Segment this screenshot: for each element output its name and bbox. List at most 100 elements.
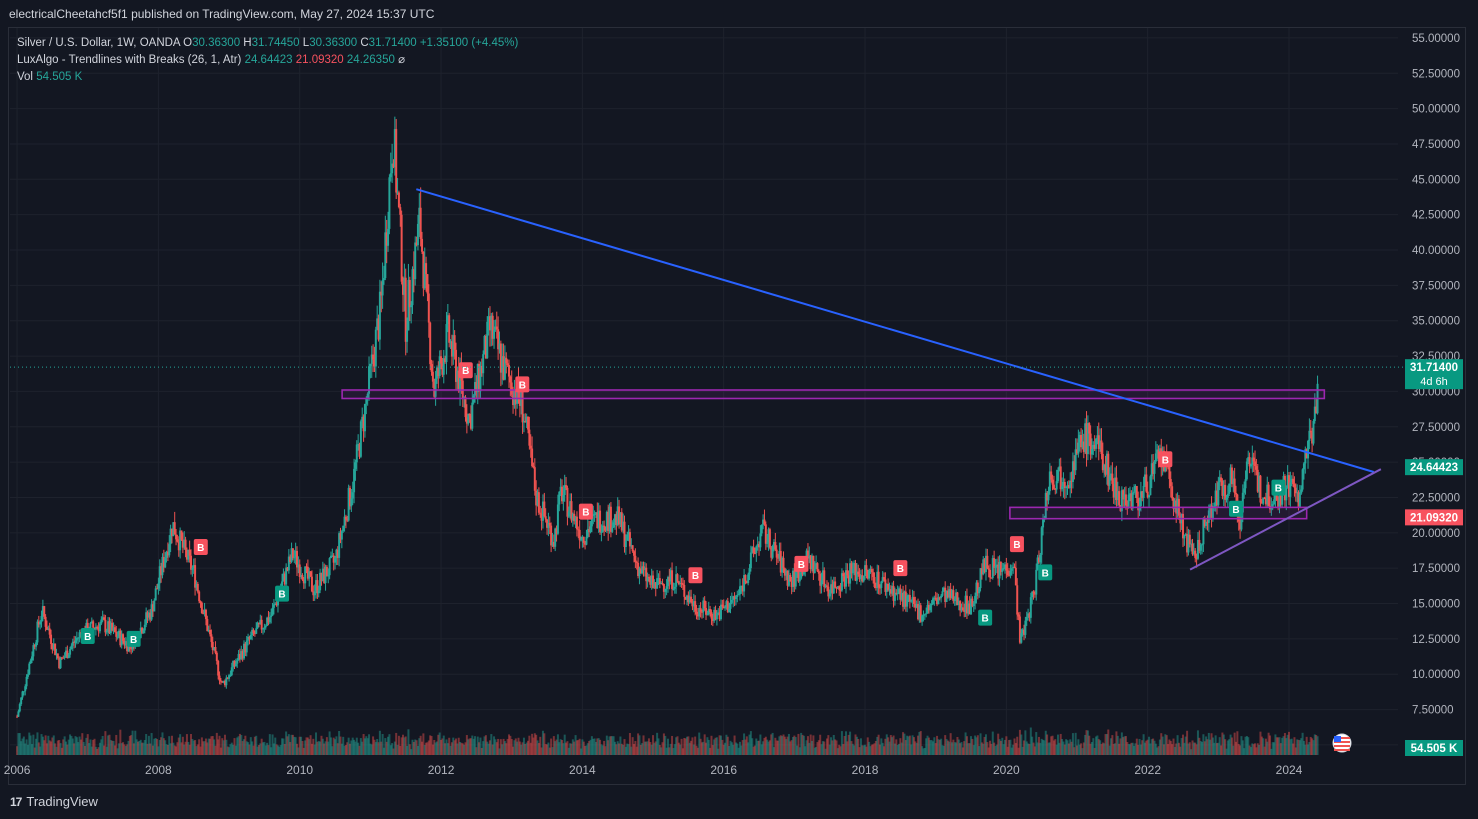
volume-bar	[532, 737, 535, 755]
candle-body	[479, 365, 482, 392]
volume-bar	[861, 745, 864, 755]
break-marker-down-box	[193, 538, 208, 555]
volume-bar	[179, 734, 182, 755]
volume-bar	[1141, 740, 1144, 755]
volume-bar	[1309, 736, 1312, 755]
volume-bar	[1188, 742, 1191, 755]
indicator-visibility-icon[interactable]: ⌀	[398, 54, 406, 66]
volume-bar	[282, 738, 285, 755]
volume-bar	[461, 743, 464, 755]
candle-body	[251, 629, 254, 635]
volume-bar	[200, 737, 203, 755]
candle-body	[906, 595, 909, 607]
candle-body	[165, 551, 168, 558]
symbol-row[interactable]: Silver / U.S. Dollar, 1W, OANDA O30.3630…	[17, 35, 518, 52]
us-flag-stripe	[1334, 741, 1350, 743]
volume-bar	[845, 731, 848, 755]
candle-body	[149, 612, 152, 620]
volume-bar	[1286, 734, 1289, 755]
volume-bar	[387, 736, 390, 755]
volume-bar	[623, 739, 626, 755]
volume-bar	[683, 738, 686, 755]
volume-row[interactable]: Vol 54.505 K	[17, 69, 518, 86]
volume-bar	[995, 744, 998, 755]
candle-body	[1024, 620, 1027, 635]
volume-bar	[196, 744, 199, 755]
candle-body	[858, 574, 861, 580]
volume-bar	[151, 745, 154, 755]
candle-body	[842, 573, 845, 577]
volume-bar	[675, 737, 678, 755]
candle-body	[719, 604, 722, 620]
lower-trend-tag-label: 21.09320	[1410, 512, 1458, 524]
volume-bar	[753, 745, 756, 755]
volume-bar	[1010, 747, 1013, 755]
volume-bar	[248, 744, 251, 755]
candle-body	[1059, 466, 1062, 490]
candle-body	[884, 579, 887, 592]
volume-bar	[801, 734, 804, 755]
volume-bar	[593, 738, 596, 755]
volume-bar	[302, 747, 305, 755]
candle-body	[248, 636, 251, 640]
symbol-name[interactable]: Silver / U.S. Dollar, 1W, OANDA	[17, 37, 180, 49]
volume-bar	[54, 743, 57, 755]
volume-bar	[1271, 742, 1274, 755]
candle-body	[611, 527, 614, 532]
indicator-name[interactable]: LuxAlgo - Trendlines with Breaks (26, 1,…	[17, 54, 242, 66]
candle-body	[1259, 475, 1262, 503]
volume-bar	[630, 746, 633, 755]
volume-bar	[570, 743, 573, 755]
indicator-row[interactable]: LuxAlgo - Trendlines with Breaks (26, 1,…	[17, 52, 518, 69]
candle-body	[1171, 486, 1174, 499]
candle-body	[376, 318, 379, 330]
volume-bar	[539, 736, 542, 755]
volume-bar	[940, 738, 943, 755]
candle-body	[702, 600, 705, 613]
volume-bar	[18, 733, 21, 755]
volume-bar	[964, 732, 967, 755]
candle-body	[1218, 477, 1221, 483]
volume-bar	[839, 746, 842, 755]
candle-body	[24, 686, 27, 692]
volume-bar	[1085, 730, 1088, 755]
candle-body	[122, 634, 125, 641]
candle-body	[1130, 493, 1133, 509]
candle-body	[1214, 490, 1217, 507]
candle-body	[328, 558, 331, 576]
candle-body	[1267, 484, 1270, 506]
candle-body	[582, 536, 585, 543]
candle-body	[117, 630, 120, 637]
volume-bar	[448, 737, 451, 755]
candle-body	[714, 609, 717, 620]
volume-bar	[128, 735, 131, 755]
tradingview-logo[interactable]: 17 TradingView	[10, 794, 98, 809]
volume-label[interactable]: Vol	[17, 71, 33, 83]
candle-body	[612, 522, 615, 528]
volume-bar	[868, 741, 871, 755]
candle-body	[1088, 423, 1091, 434]
candle-body	[597, 510, 600, 529]
volume-bar	[878, 744, 881, 755]
volume-bar	[760, 744, 763, 755]
volume-bar	[626, 743, 629, 755]
volume-bar	[368, 734, 371, 755]
volume-bar	[170, 735, 173, 755]
candle-body	[365, 398, 368, 404]
volume-bar	[679, 744, 682, 755]
volume-bar	[925, 738, 928, 755]
candle-body	[58, 658, 61, 669]
candle-body	[60, 657, 63, 659]
volume-bar	[289, 742, 292, 755]
volume-bar	[219, 747, 222, 755]
volume-bar	[66, 744, 69, 755]
volume-bar	[1251, 743, 1254, 755]
candle-body	[869, 569, 872, 571]
candle-body	[25, 676, 28, 687]
candle-body	[949, 589, 952, 598]
candle-body	[1206, 521, 1209, 523]
volume-bar	[55, 746, 58, 755]
volume-bar	[991, 731, 994, 755]
candle-body	[1126, 505, 1129, 507]
